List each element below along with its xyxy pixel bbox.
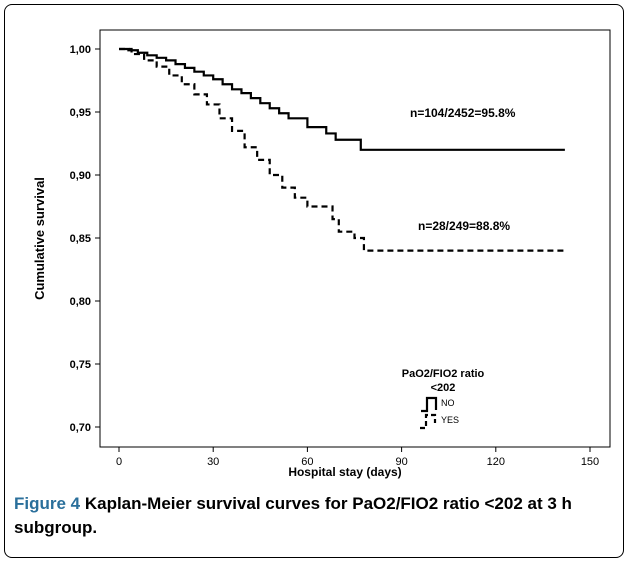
legend-no-symbol — [421, 396, 438, 413]
kaplan-meier-chart: 0 30 60 90 120 150 0,70 0,75 0,80 0,85 0,90 0,95 1,0… — [32, 29, 611, 479]
y-tick-label: 0,85 — [70, 233, 91, 245]
x-tick-label: 150 — [581, 456, 599, 468]
series-yes-annotation: n=28/249=88.8% — [418, 219, 510, 233]
figure-label: Figure 4 — [14, 494, 81, 513]
x-tick-label: 90 — [395, 456, 407, 468]
legend-title-line2: <202 — [431, 382, 456, 394]
x-tick-label: 30 — [207, 456, 219, 468]
y-tick-label: 0,75 — [70, 359, 91, 371]
y-tick-label: 0,90 — [70, 170, 91, 182]
y-tick-label: 0,70 — [70, 422, 91, 434]
x-tick-label: 120 — [487, 456, 505, 468]
legend-no-label: NO — [441, 398, 455, 408]
chart-curves — [119, 47, 565, 252]
chart-ticks: 0 30 60 90 120 150 0,70 0,75 0,80 0,85 0,90 0,95 1,0… — [70, 44, 600, 468]
figure-caption: Figure 4 Kaplan-Meier survival curves fo… — [14, 492, 614, 540]
series-yes-curve — [119, 47, 565, 252]
series-no-annotation: n=104/2452=95.8% — [410, 106, 516, 120]
x-axis-label: Hospital stay (days) — [288, 465, 401, 479]
legend-title-line1: PaO2/FIO2 ratio — [402, 368, 485, 380]
caption-text: Kaplan-Meier survival curves for PaO2/FI… — [14, 494, 572, 537]
chart-legend: PaO2/FIO2 ratio <202 NO YES — [402, 368, 485, 430]
y-tick-label: 0,80 — [70, 296, 91, 308]
x-tick-label: 60 — [301, 456, 313, 468]
y-axis-label: Cumulative survival — [32, 177, 47, 300]
legend-yes-symbol — [420, 413, 437, 430]
series-no-curve — [119, 47, 565, 151]
y-tick-label: 0,95 — [70, 107, 91, 119]
legend-yes-label: YES — [441, 415, 459, 425]
x-tick-label: 0 — [116, 456, 122, 468]
y-tick-label: 1,00 — [70, 44, 91, 56]
figure-frame — [4, 4, 624, 558]
